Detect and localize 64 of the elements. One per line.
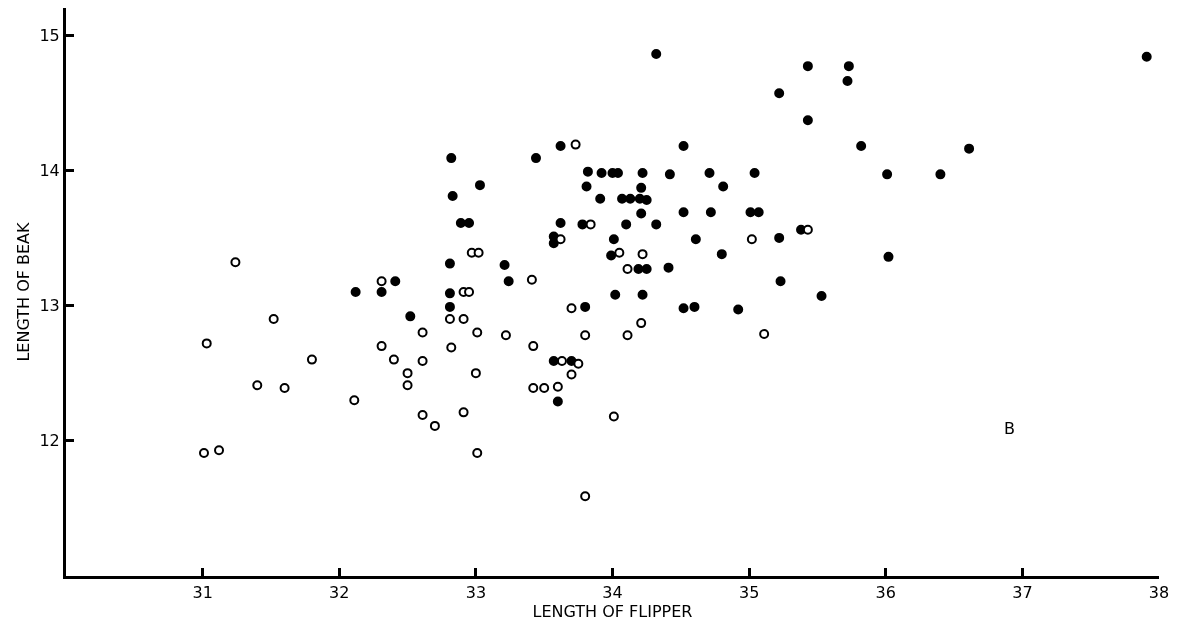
point: [556, 355, 567, 366]
point: [580, 330, 591, 341]
point: [349, 395, 360, 406]
point: [214, 445, 225, 456]
x-tick-label: 37: [1012, 583, 1033, 603]
point: [458, 314, 469, 325]
point: [402, 368, 413, 379]
point: [198, 447, 209, 458]
x-tick-label: 33: [465, 583, 487, 603]
annotation: B: [1004, 419, 1015, 438]
x-tick-label: 31: [192, 583, 213, 603]
point: [539, 383, 550, 394]
y-axis-title: LENGTH OF BEAK: [14, 221, 34, 362]
y-tick-label: 15: [39, 25, 60, 45]
point: [252, 380, 263, 391]
point: [746, 234, 757, 245]
point: [552, 381, 563, 392]
point: [402, 380, 413, 391]
point: [636, 318, 647, 329]
point: [622, 330, 633, 341]
x-tick-label: 36: [875, 583, 896, 603]
point: [526, 274, 537, 285]
point: [528, 341, 539, 352]
x-axis-title: LENGTH OF FLIPPER: [532, 602, 693, 622]
point: [429, 420, 440, 431]
point: [444, 314, 455, 325]
point: [458, 407, 469, 418]
point: [570, 139, 581, 150]
point: [417, 410, 428, 421]
point: [500, 330, 511, 341]
point: [573, 358, 584, 369]
point: [566, 369, 577, 380]
point: [464, 287, 475, 297]
point: [472, 327, 483, 338]
point: [417, 355, 428, 366]
y-tick-label: 14: [39, 160, 60, 180]
point: [230, 257, 241, 268]
point: [470, 368, 481, 379]
point: [528, 383, 539, 394]
y-tick-label: 12: [39, 431, 60, 451]
point: [446, 342, 457, 353]
point: [306, 354, 317, 365]
point: [622, 264, 633, 275]
point: [566, 303, 577, 314]
point: [201, 338, 212, 349]
point: [473, 247, 484, 258]
x-tick-label: 32: [329, 583, 350, 603]
x-tick-label: 38: [1148, 583, 1170, 603]
point: [279, 383, 290, 394]
point: [585, 219, 596, 230]
point: [637, 249, 648, 260]
point: [376, 341, 387, 352]
point: [376, 276, 387, 287]
point: [608, 411, 619, 422]
point: [580, 491, 591, 502]
point: [614, 247, 625, 258]
point: [388, 354, 399, 365]
point: [268, 314, 279, 325]
x-tick-label: 34: [602, 583, 623, 603]
y-tick-label: 13: [39, 296, 60, 316]
point: [472, 447, 483, 458]
point: [759, 328, 770, 339]
x-tick-label: 35: [738, 583, 760, 603]
point: [417, 327, 428, 338]
